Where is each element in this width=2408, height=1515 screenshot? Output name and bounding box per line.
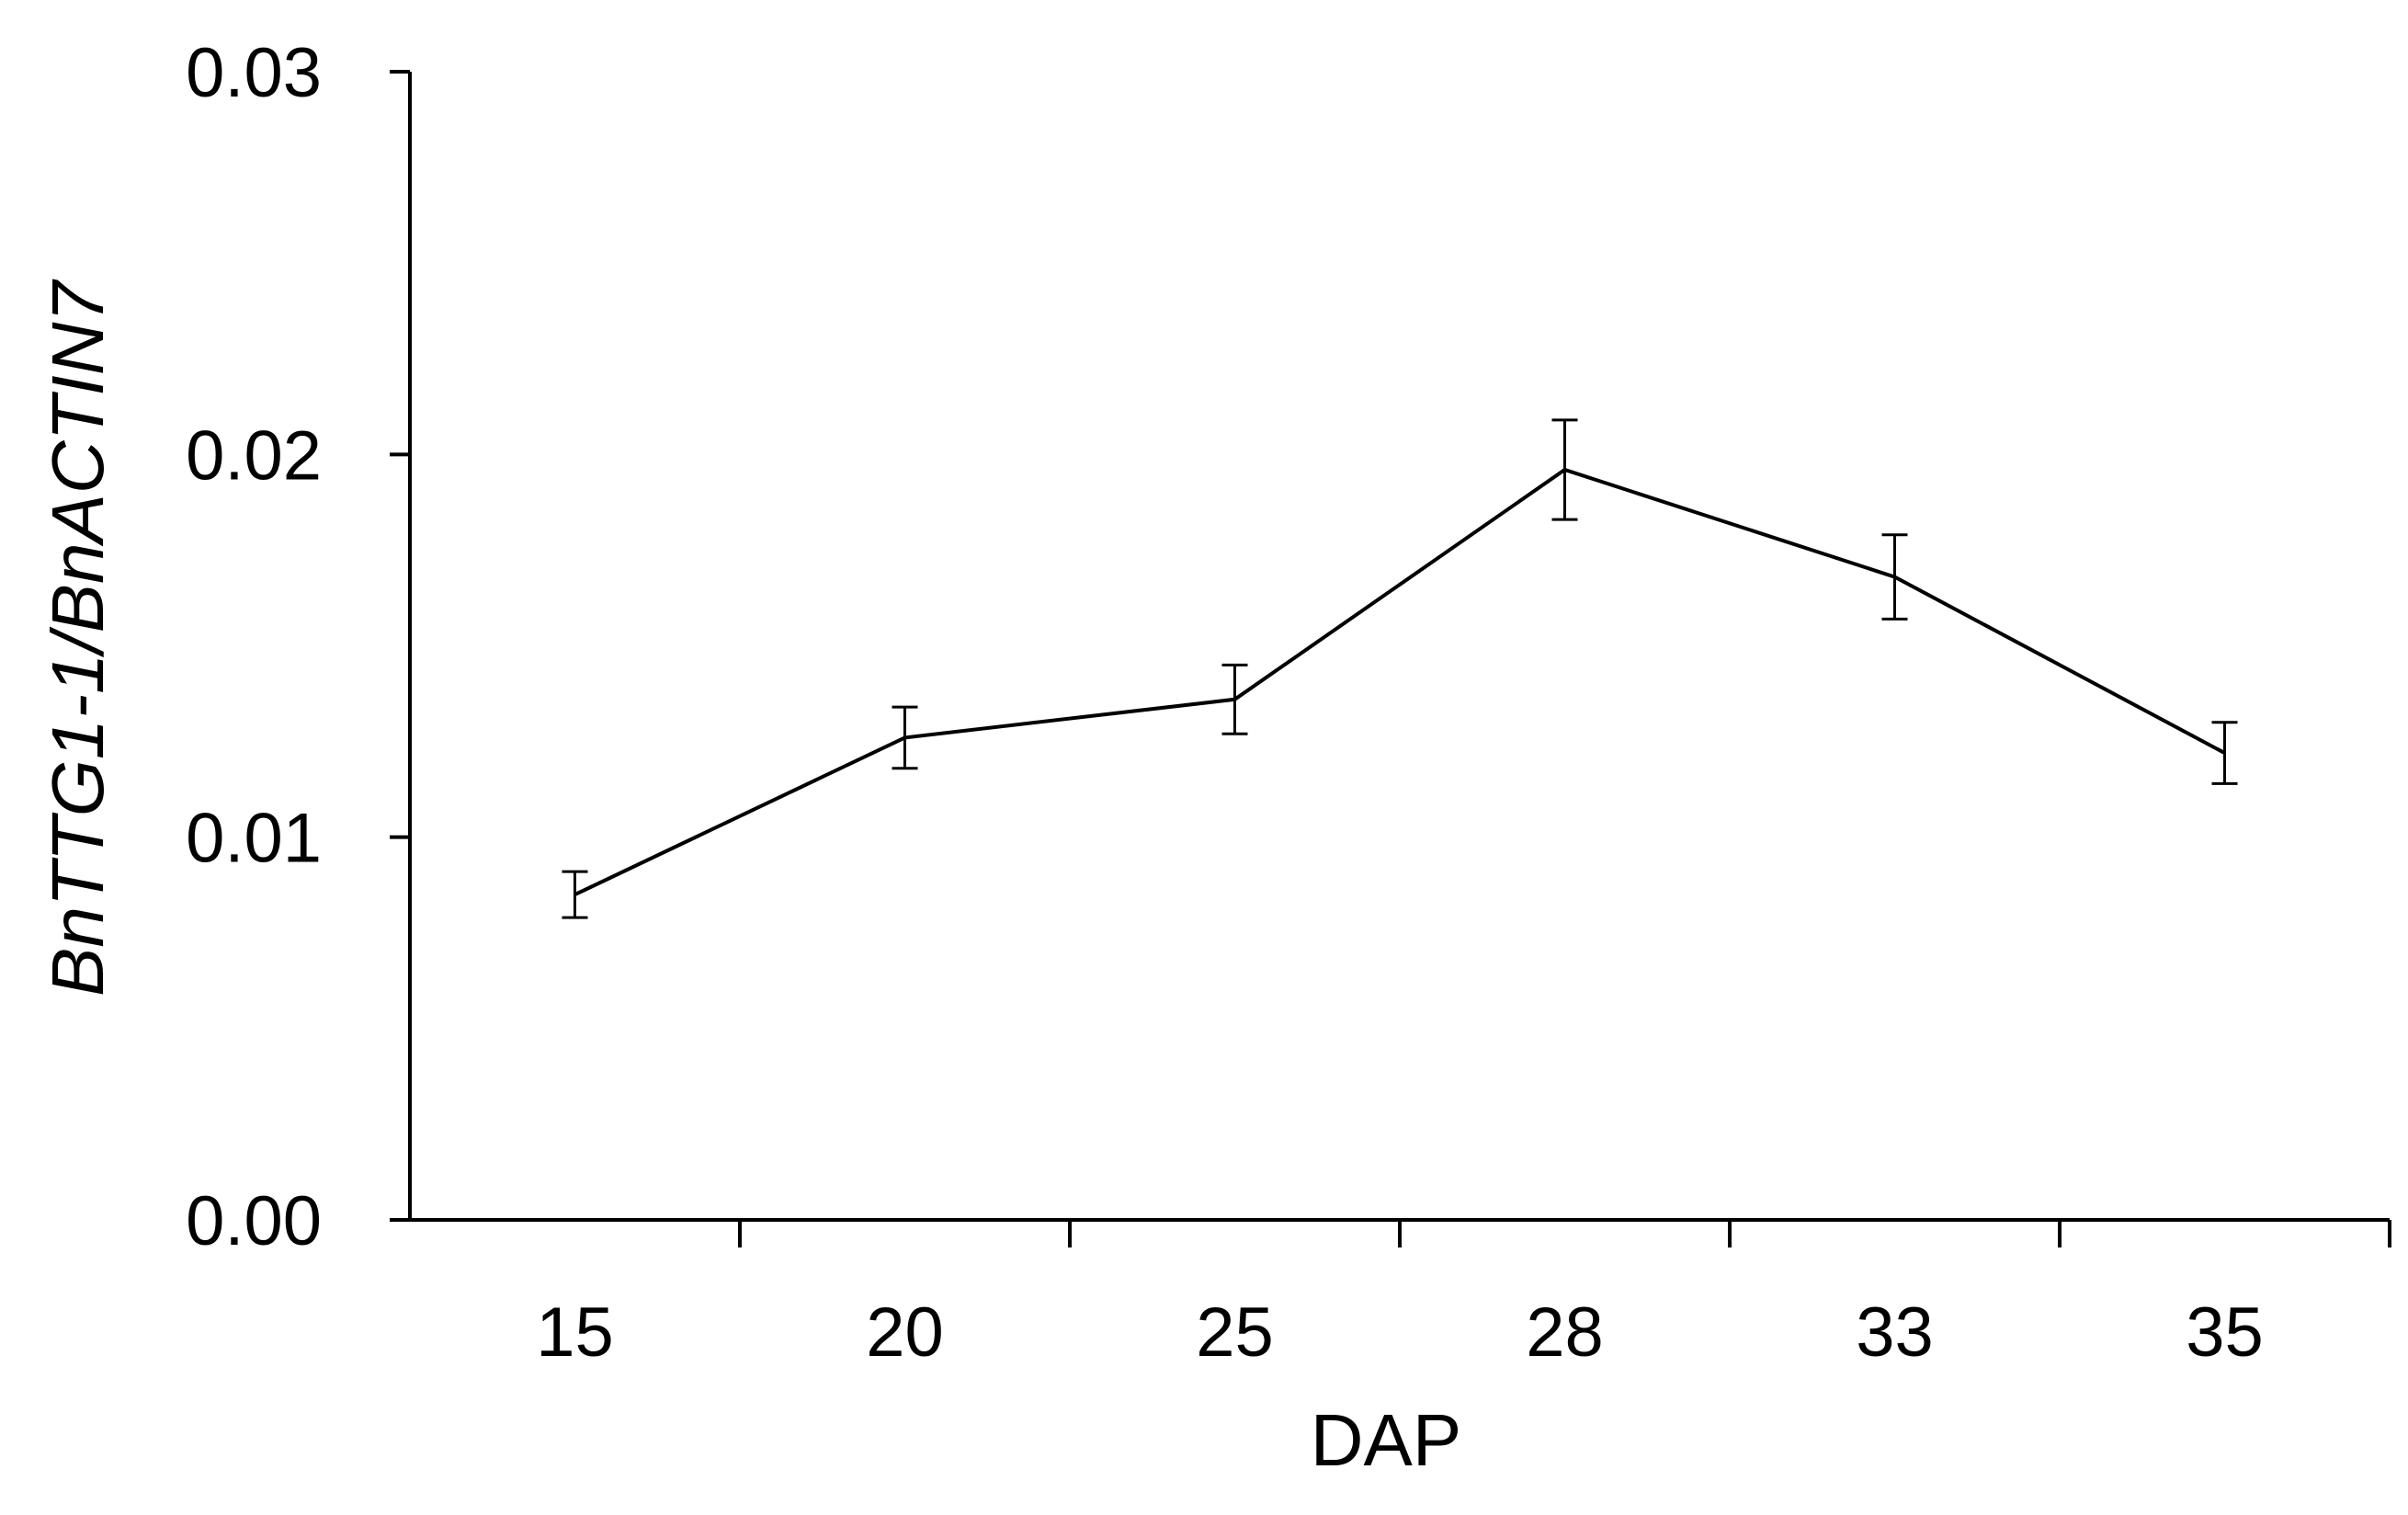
error-bar [1551, 418, 1578, 521]
y-tick-label: 0.03 [186, 34, 322, 112]
x-axis-title: DAP [1311, 1399, 1462, 1481]
error-bars [562, 418, 2238, 919]
error-bar [1221, 663, 1248, 735]
error-bar [2211, 721, 2238, 785]
x-tick-label: 25 [1196, 1293, 1274, 1372]
x-tick-label: 20 [866, 1293, 944, 1372]
x-tick-label: 28 [1526, 1293, 1604, 1372]
x-tick-label: 33 [1856, 1293, 1934, 1372]
x-ticks: 15 20 25 28 33 35 [536, 1220, 2391, 1372]
x-tick-label: 35 [2186, 1293, 2264, 1372]
y-ticks: 0.00 0.01 0.02 0.03 [186, 34, 410, 1260]
y-tick-label: 0.00 [186, 1182, 322, 1260]
y-tick-label: 0.01 [186, 800, 322, 878]
error-bar [562, 870, 588, 919]
y-tick-label: 0.02 [186, 416, 322, 495]
error-bar [1881, 533, 1908, 621]
series-line [574, 467, 2226, 896]
x-tick-label: 15 [536, 1293, 614, 1372]
error-bar [892, 705, 918, 770]
series [574, 467, 2226, 896]
y-axis-title: BnTTG1-1/BnACTIN7 [37, 279, 119, 997]
